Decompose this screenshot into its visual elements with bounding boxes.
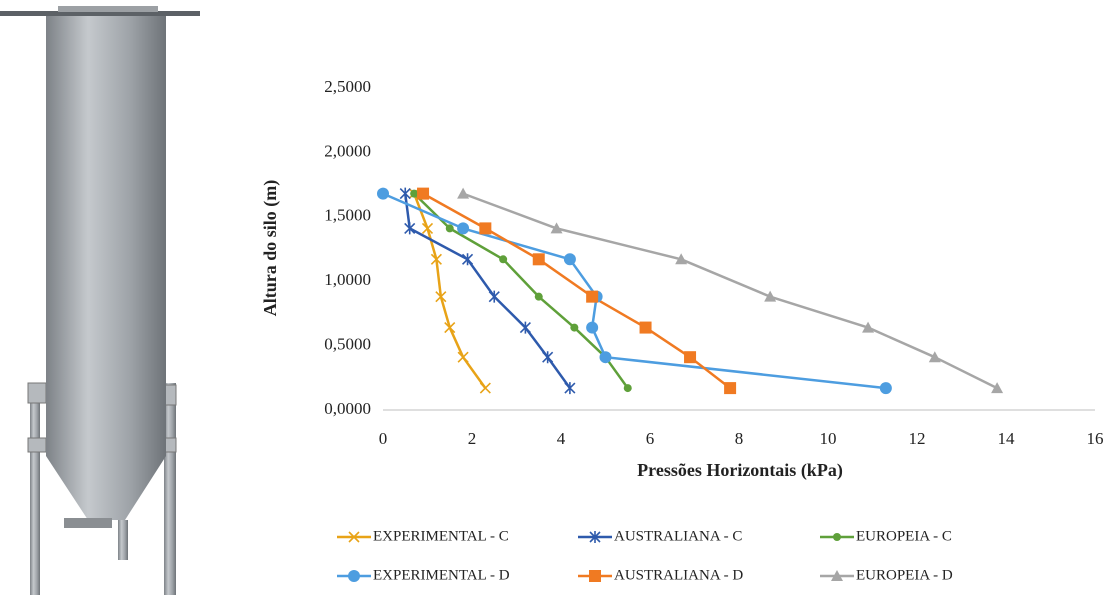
marker (534, 292, 543, 301)
marker (542, 351, 554, 364)
legend-label: AUSTRALIANA - C (614, 528, 742, 544)
legend-marker (833, 533, 841, 541)
legend-item: EUROPEIA - C (820, 528, 952, 544)
legend-label: EXPERIMENTAL - D (373, 567, 510, 583)
legend-marker (348, 531, 360, 543)
marker (377, 187, 389, 200)
marker (488, 290, 500, 303)
x-tick-label: 10 (820, 429, 837, 448)
marker (675, 253, 688, 265)
legend-label: EXPERIMENTAL - C (373, 528, 509, 544)
x-tick-label: 8 (735, 429, 744, 448)
marker (410, 189, 419, 198)
marker (586, 321, 599, 334)
y-tick-label: 1,5000 (324, 206, 371, 225)
series-line (462, 192, 998, 390)
y-tick-label: 1,0000 (324, 270, 371, 289)
marker (928, 351, 941, 363)
legend-item: EUROPEIA - D (820, 567, 953, 583)
marker (444, 322, 456, 334)
marker (417, 187, 430, 200)
marker (499, 255, 508, 264)
x-tick-label: 6 (646, 429, 655, 448)
marker (404, 222, 416, 235)
legend-item: EXPERIMENTAL - C (337, 528, 509, 544)
marker (586, 290, 599, 303)
x-tick-label: 2 (468, 429, 477, 448)
legend-label: AUSTRALIANA - D (614, 567, 743, 583)
marker (461, 253, 474, 266)
legend-label: EUROPEIA - D (856, 567, 953, 583)
marker (430, 253, 442, 265)
legend-marker (589, 531, 601, 543)
legend-marker (348, 570, 360, 582)
marker (564, 382, 576, 395)
x-tick-label: 12 (909, 429, 926, 448)
legend-item: AUSTRALIANA - C (578, 528, 742, 544)
marker (519, 321, 531, 334)
marker (724, 382, 737, 395)
legend-item: AUSTRALIANA - D (578, 567, 743, 583)
marker (457, 187, 470, 199)
marker (599, 351, 612, 364)
marker (479, 382, 491, 394)
marker (684, 351, 697, 364)
marker (570, 323, 579, 332)
y-tick-label: 2,5000 (324, 77, 371, 96)
x-tick-label: 4 (557, 429, 566, 448)
marker (550, 222, 563, 234)
x-tick-label: 14 (998, 429, 1016, 448)
legend-marker (831, 570, 843, 581)
marker (399, 187, 411, 200)
marker (435, 291, 447, 303)
marker (623, 384, 632, 393)
marker (563, 253, 576, 266)
y-tick-label: 2,0000 (324, 141, 371, 160)
marker (479, 222, 492, 235)
marker (532, 253, 545, 266)
legend-item: EXPERIMENTAL - D (337, 567, 510, 583)
x-tick-label: 16 (1087, 429, 1104, 448)
marker (879, 382, 892, 395)
marker (991, 382, 1004, 394)
marker (457, 222, 470, 235)
legend-label: EUROPEIA - C (856, 528, 952, 544)
y-axis-title: Altura do silo (m) (260, 180, 281, 317)
marker (639, 321, 652, 334)
y-tick-label: 0,5000 (324, 335, 371, 354)
series-line (382, 192, 886, 390)
marker (457, 351, 469, 363)
silo-illustration (0, 6, 200, 595)
y-tick-label: 0,0000 (324, 399, 371, 418)
legend-marker (589, 570, 601, 582)
marker (764, 290, 777, 302)
marker (445, 224, 454, 233)
series-line (422, 192, 731, 390)
marker (421, 222, 434, 234)
x-axis-title: Pressões Horizontais (kPa) (637, 460, 843, 481)
marker (862, 321, 875, 333)
x-tick-label: 0 (379, 429, 388, 448)
